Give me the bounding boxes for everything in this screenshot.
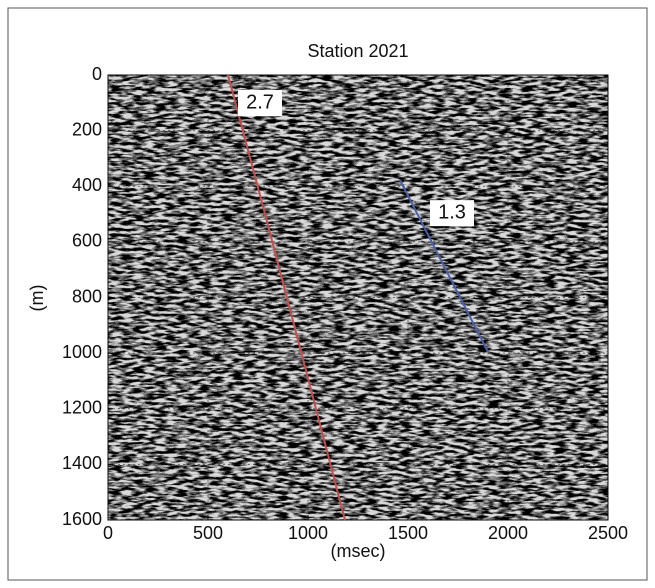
x-tick-label: 1000 [288, 523, 328, 543]
y-axis-label: (m) [27, 285, 47, 312]
label-box [238, 90, 282, 116]
series-label: 2.7 [246, 91, 274, 113]
y-tick-label: 1000 [62, 342, 102, 362]
y-tick-label: 1400 [62, 453, 102, 473]
x-tick-label: 2000 [488, 523, 528, 543]
x-tick-label: 2500 [588, 523, 628, 543]
x-axis-label: (msec) [331, 541, 386, 561]
y-tick-label: 1200 [62, 398, 102, 418]
y-tick-label: 400 [72, 175, 102, 195]
y-tick-label: 800 [72, 286, 102, 306]
y-tick-label: 0 [92, 64, 102, 84]
x-tick-label: 1500 [388, 523, 428, 543]
velocity-line [227, 74, 346, 521]
x-tick-label: 0 [103, 523, 113, 543]
velocity-line [399, 179, 489, 353]
y-tick-label: 1600 [62, 509, 102, 529]
y-tick-label: 600 [72, 231, 102, 251]
x-tick-label: 500 [193, 523, 223, 543]
label-box [430, 200, 474, 227]
y-tick-label: 200 [72, 119, 102, 139]
series-label: 1.3 [438, 201, 466, 223]
chart-title: Station 2021 [307, 41, 408, 61]
